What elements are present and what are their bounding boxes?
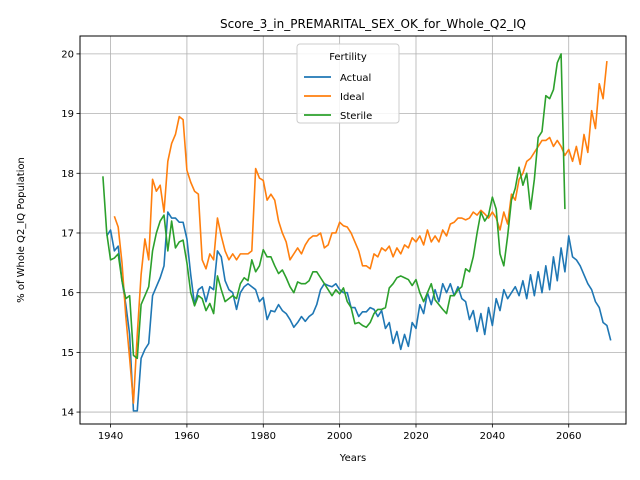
legend-label-sterile: Sterile [340,111,372,122]
x-tick-label: 2040 [480,431,505,442]
legend-label-ideal: Ideal [340,92,364,103]
x-tick-label: 1940 [98,431,123,442]
legend-box [296,43,400,124]
x-tick-label: 2020 [403,431,428,442]
x-tick-label: 1980 [251,431,276,442]
y-axis-ticks: 14 15 16 17 18 19 20 [61,49,80,419]
x-tick-label: 2060 [556,431,581,442]
y-tick-label: 16 [61,288,74,299]
plot-frame [79,35,627,425]
series-lines [102,53,612,412]
series-line-ideal [113,60,608,404]
chart-title: Score_3_in_PREMARITAL_SEX_OK_for_Whole_Q… [220,17,526,31]
x-tick-label: 2000 [327,431,352,442]
y-tick-label: 20 [61,49,74,60]
x-tick-label: 1960 [174,431,199,442]
y-tick-label: 14 [61,408,74,419]
y-tick-label: 17 [61,228,74,239]
series-line-actual [106,211,612,412]
legend-label-actual: Actual [340,73,371,84]
x-axis-title: Years [339,453,366,464]
y-axis-title: % of Whole Q2_IQ Population [16,157,27,303]
y-tick-label: 18 [61,169,74,180]
y-tick-label: 15 [61,348,74,359]
series-line-sterile [102,53,566,360]
y-tick-label: 19 [61,109,74,120]
legend-title: Fertility [329,52,367,63]
x-axis-ticks: 1940 1960 1980 2000 2020 2040 2060 [98,424,581,442]
legend: Fertility Actual Ideal Sterile [296,43,400,124]
